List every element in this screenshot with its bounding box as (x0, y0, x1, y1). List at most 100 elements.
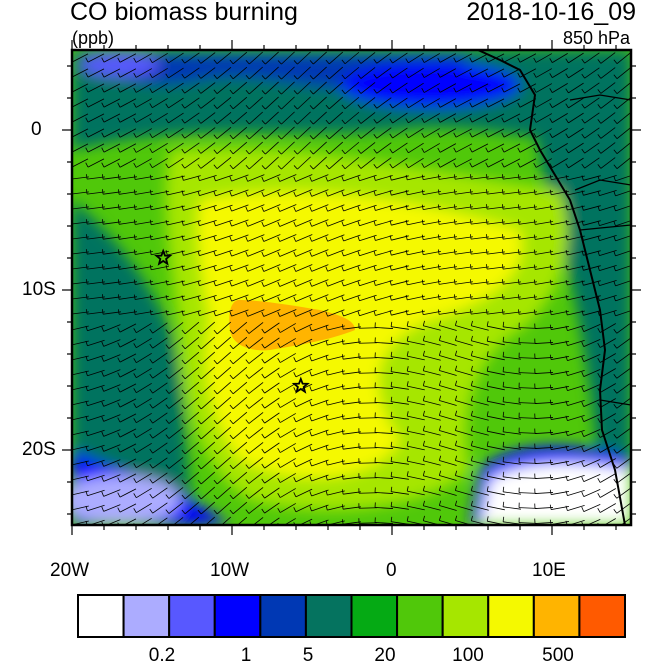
wind-barb (600, 157, 616, 169)
wind-barb-flag (502, 516, 505, 522)
wind-barb (584, 127, 600, 139)
wind-barb (311, 189, 329, 197)
wind-barb (168, 112, 184, 124)
wind-barb-flag (389, 148, 393, 154)
wind-barb-flag (341, 134, 346, 140)
wind-barb (103, 236, 121, 240)
wind-barb-flag (277, 90, 282, 95)
wind-barb (408, 112, 424, 124)
wind-barb-flag (197, 434, 202, 440)
wind-barb (616, 412, 631, 424)
wind-barb-flag (229, 479, 234, 485)
wind-barb (616, 97, 631, 109)
wind-barb (152, 337, 168, 349)
wind-barb (343, 401, 361, 405)
wind-barb-flag (261, 221, 265, 227)
wind-barb (519, 266, 537, 270)
wind-barb (311, 174, 329, 182)
wind-barb-flag (486, 279, 488, 285)
wind-barb-flag (309, 75, 314, 80)
wind-barb (439, 355, 457, 361)
wind-barb-flag (357, 235, 360, 241)
wind-barb-flag (565, 415, 568, 421)
wind-barb-flag (245, 344, 250, 349)
wind-barb-flag (470, 264, 472, 270)
wind-barb-flag (85, 355, 88, 361)
wind-barb (408, 142, 424, 154)
wind-barb-flag (549, 174, 552, 180)
wind-barb (327, 460, 345, 466)
wind-barb-flag (454, 204, 456, 210)
wind-barb-flag (517, 264, 520, 270)
wind-barb (583, 339, 601, 347)
wind-barb (358, 417, 378, 419)
wind-barb-flag (517, 87, 521, 93)
colorbar-swatch (441, 594, 490, 638)
wind-barb (232, 411, 248, 425)
wind-barb-flag (470, 425, 473, 431)
lon-tick-label: 0 (386, 560, 397, 581)
wind-barb-flag (277, 343, 281, 348)
wind-barb (439, 505, 457, 511)
wind-barb-flag (293, 150, 298, 155)
wind-barb-flag (469, 72, 473, 78)
wind-barb (87, 459, 105, 467)
wind-barb-flag (277, 508, 281, 513)
wind-barb-flag (197, 389, 202, 395)
wind-barb (281, 51, 295, 65)
wind-barb-flag (613, 119, 618, 124)
wind-barb-flag (277, 176, 281, 182)
wind-barb (375, 310, 393, 316)
wind-barb-flag (85, 400, 88, 406)
wind-barb (567, 460, 585, 466)
colorbar-label: 5 (302, 645, 314, 666)
wind-barb-flag (293, 281, 297, 287)
wind-barb (392, 67, 408, 79)
wind-barb (534, 372, 554, 374)
wind-barb-flag (597, 235, 600, 241)
colorbar-swatch (168, 594, 216, 638)
wind-barb (280, 323, 296, 333)
wind-barb (295, 309, 313, 317)
wind-barb-flag (613, 149, 618, 154)
wind-barb (295, 473, 313, 483)
wind-barb-flag (597, 342, 601, 348)
wind-barb (280, 488, 296, 498)
wind-barb-flag (565, 430, 568, 436)
wind-barb-flag (133, 403, 137, 408)
wind-barb-flag (517, 219, 520, 225)
wind-barb-flag (213, 176, 216, 182)
wind-barb-flag (229, 104, 234, 110)
wind-barb (455, 355, 473, 361)
wind-barb (295, 189, 313, 197)
wind-barb-flag (102, 174, 104, 180)
wind-barb (200, 97, 216, 109)
wind-barb (374, 387, 394, 389)
wind-barb-flag (597, 387, 601, 393)
wind-barb (87, 158, 105, 168)
wind-barb-flag (533, 117, 537, 123)
wind-barb (247, 264, 265, 272)
wind-barb (311, 489, 329, 497)
wind-barb-flag (229, 191, 232, 197)
wind-barb-flag (309, 236, 313, 242)
wind-barb (471, 340, 489, 346)
wind-barb-flag (149, 88, 153, 93)
wind-barb-flag (261, 403, 265, 409)
wind-barb-flag (549, 133, 553, 138)
wind-barb (232, 396, 248, 410)
wind-barb (87, 354, 105, 362)
wind-barb (87, 369, 105, 377)
wind-barb (391, 476, 409, 480)
wind-barb (103, 429, 121, 437)
wind-barb-flag (470, 515, 473, 521)
wind-barb-flag (437, 57, 441, 63)
wind-barb-flag (406, 321, 409, 327)
wind-barb (391, 416, 409, 420)
wind-barb-flag (309, 165, 314, 170)
wind-barb (87, 128, 105, 138)
wind-barb (136, 352, 152, 364)
wind-barb (119, 113, 137, 123)
wind-barb-flag (389, 103, 393, 109)
wind-barb (616, 157, 631, 169)
